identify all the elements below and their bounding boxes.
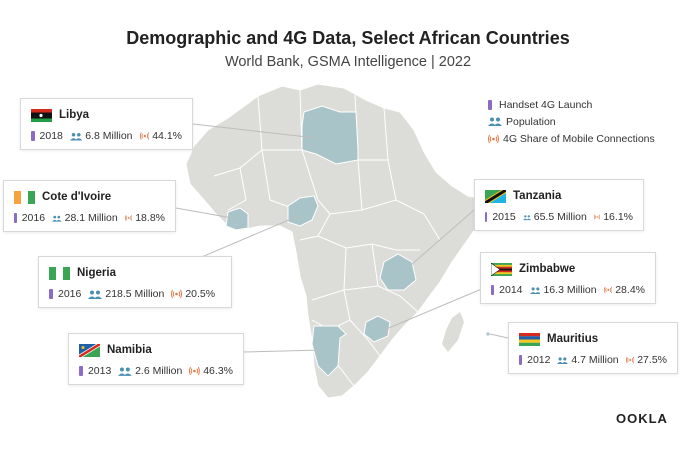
launch-year: 2016 [21,212,46,224]
country-card-namibia: Namibia 2013 2.6 Million 46.3% [68,333,244,385]
country-card-tanzania: Tanzania 2015 65.5 Million 16.1% [474,179,644,231]
namibia-region [311,325,347,377]
nigeria-region [287,195,319,227]
launch-year: 2016 [58,288,82,300]
population-value: 218.5 Million [105,288,165,300]
launch-year: 2014 [499,284,523,296]
share-value: 16.1% [603,211,633,223]
phone-icon [485,212,488,222]
people-icon [488,117,502,126]
chart-subtitle: World Bank, GSMA Intelligence | 2022 [224,54,472,70]
phone-icon [491,285,495,295]
country-name: Nigeria [77,267,116,279]
country-card-nigeria: Nigeria 2016 218.5 Million 20.5% [38,256,232,308]
legend-share: 4G Share of Mobile Connections [488,130,655,147]
country-card-zimbabwe: Zimbabwe 2014 16.3 Million 28.4% [480,252,656,304]
zimbabwe-region [363,315,391,343]
people-icon [522,214,531,220]
nigeria-flag-icon [49,266,70,280]
tanzania-region [379,253,417,291]
mauritius-flag-icon [519,332,540,346]
population-value: 16.3 Million [543,284,597,296]
libya-region [301,105,359,165]
population-value: 2.6 Million [135,365,183,377]
share-value: 46.3% [203,365,233,377]
namibia-flag-icon [79,343,100,357]
legend-handset: Handset 4G Launch [488,96,655,113]
signal-icon [124,215,133,221]
share-value: 20.5% [185,288,216,300]
country-card-mauritius: Mauritius 2012 4.7 Million 27.5% [508,322,678,374]
signal-icon [625,356,635,364]
legend-population: Population [488,113,655,130]
country-name: Tanzania [513,190,562,202]
population-value: 6.8 Million [85,130,133,142]
legend-population-label: Population [506,115,556,128]
cote-divoire-flag-icon [14,190,35,204]
tanzania-flag-icon [485,189,506,203]
country-name: Cote d'Ivoire [42,191,112,203]
country-name: Libya [59,109,90,121]
cote-divoire-region [225,207,249,231]
country-name: Namibia [107,344,152,356]
madagascar-shape [442,312,464,352]
launch-year: 2013 [87,365,112,377]
signal-icon [189,366,201,376]
people-icon [69,132,83,140]
country-card-libya: Libya 2018 6.8 Million 44.1% [20,98,193,150]
phone-icon [519,355,523,365]
country-name: Mauritius [547,333,599,345]
share-value: 18.8% [135,212,165,224]
share-value: 44.1% [152,130,182,142]
country-card-cote-divoire: Cote d'Ivoire 2016 28.1 Million 18.8% [3,180,176,232]
signal-icon [139,132,150,140]
signal-icon [171,289,183,299]
people-icon [88,290,103,299]
signal-icon [488,134,499,143]
mauritius-dot [486,332,490,336]
phone-icon [14,213,17,223]
launch-year: 2012 [527,354,551,366]
map-legend: Handset 4G Launch Population 4G Share of… [488,96,655,147]
people-icon [118,367,133,376]
chart-title: Demographic and 4G Data, Select African … [126,28,570,48]
zimbabwe-flag-icon [491,262,512,276]
population-value: 65.5 Million [533,211,587,223]
phone-icon [49,289,53,299]
phone-icon [31,131,35,141]
leader-lines [175,123,509,353]
legend-share-label: 4G Share of Mobile Connections [503,132,655,145]
signal-icon [593,214,601,220]
share-value: 28.4% [615,284,645,296]
ookla-logo: OOKLA [616,411,668,426]
people-icon [52,215,62,222]
country-name: Zimbabwe [519,263,576,275]
population-value: 4.7 Million [571,354,619,366]
phone-icon [488,99,492,110]
share-value: 27.5% [637,354,667,366]
launch-year: 2018 [39,130,63,142]
launch-year: 2015 [492,211,516,223]
libya-flag-icon [31,108,52,122]
population-value: 28.1 Million [64,212,118,224]
signal-icon [603,286,613,294]
phone-icon [79,366,83,376]
people-icon [557,356,569,364]
people-icon [529,286,541,294]
legend-handset-label: Handset 4G Launch [499,98,593,111]
